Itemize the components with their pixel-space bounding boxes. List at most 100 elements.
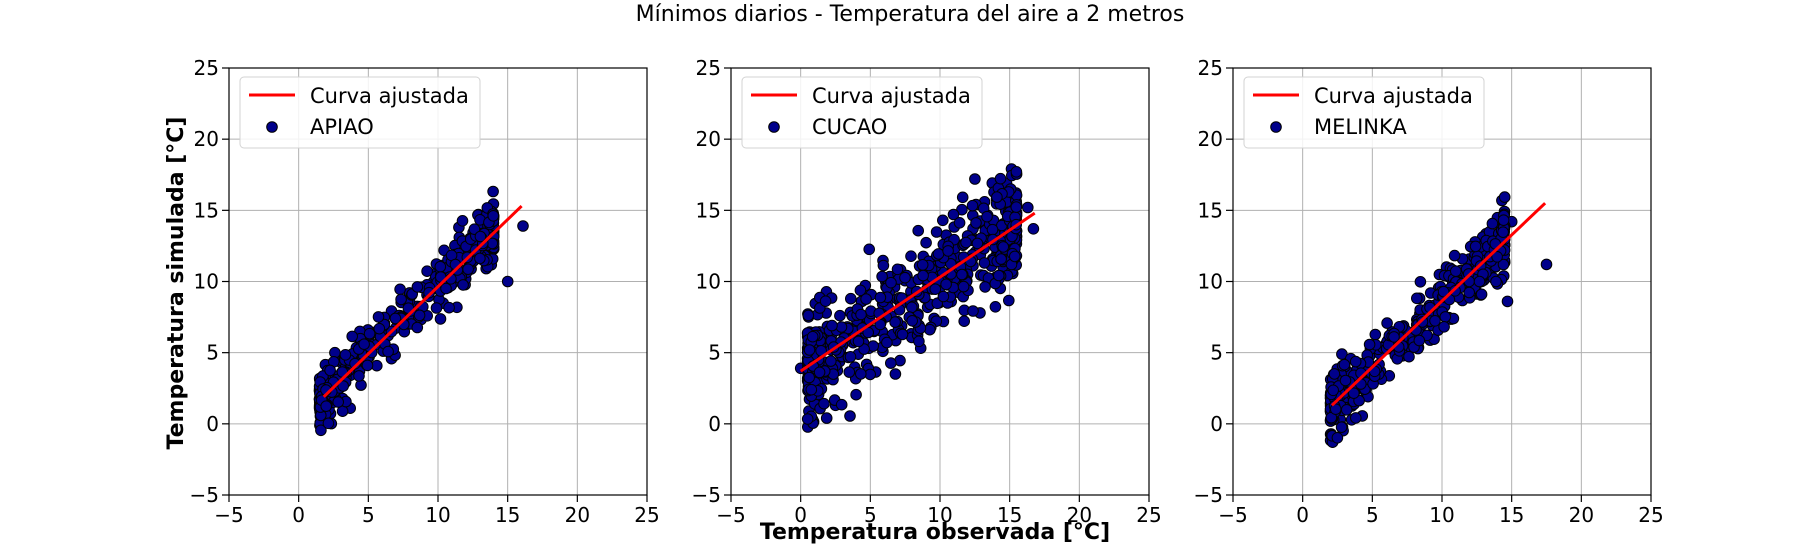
scatter-point (825, 355, 837, 367)
scatter-point (906, 315, 919, 327)
scatter-point (1331, 432, 1344, 444)
scatter-point (835, 321, 848, 333)
scatter-point (916, 259, 929, 271)
scatter-point (1381, 317, 1393, 329)
scatter-point (995, 253, 1007, 265)
scatter-point (803, 371, 816, 384)
scatter-point (1475, 288, 1488, 301)
legend-label-station: MELINKA (1314, 115, 1407, 139)
scatter-point (373, 322, 386, 335)
scatter-point (372, 311, 385, 323)
scatter-point (858, 343, 870, 355)
scatter-point (487, 210, 500, 222)
scatter-point (324, 364, 336, 377)
y-tick-label: 10 (1198, 270, 1223, 294)
scatter-point (929, 283, 942, 296)
scatter-point (1027, 223, 1040, 235)
scatter-point (1463, 286, 1475, 299)
x-tick-label: 0 (1296, 503, 1309, 527)
scatter-point (389, 312, 402, 325)
scatter-point (930, 226, 943, 238)
x-tick-label: 20 (565, 503, 590, 527)
scatter-point (322, 417, 335, 430)
scatter-point (1335, 421, 1348, 434)
scatter-point (993, 269, 1005, 282)
scatter-point (1010, 166, 1023, 178)
y-tick-label: 5 (206, 341, 219, 365)
legend-label-fit: Curva ajustada (310, 84, 469, 108)
scatter-point (896, 328, 909, 341)
scatter-point (1450, 265, 1462, 278)
scatter-point (966, 199, 979, 212)
scatter-point (1403, 350, 1415, 363)
scatter-point (462, 263, 474, 276)
scatter-point (876, 270, 888, 283)
scatter-point (434, 260, 447, 273)
x-tick-label: 0 (794, 503, 807, 527)
scatter-point (917, 269, 929, 282)
scatter-point (1010, 201, 1023, 213)
x-tick-label: 5 (864, 503, 877, 527)
y-tick-label: 0 (708, 412, 721, 436)
scatter-point (818, 397, 830, 410)
x-tick-label: 15 (997, 503, 1022, 527)
scatter-point (1022, 201, 1034, 214)
x-tick-label: 0 (292, 503, 305, 527)
y-tick-label: 5 (1210, 341, 1223, 365)
scatter-point (423, 286, 435, 299)
scatter-point (912, 224, 925, 237)
scatter-point (905, 250, 917, 263)
legend-label-fit: Curva ajustada (1314, 84, 1473, 108)
scatter-point (1411, 292, 1423, 305)
legend-label-station: APIAO (310, 115, 374, 139)
x-tick-label: 15 (495, 503, 520, 527)
scatter-point (1437, 285, 1450, 298)
scatter-point (874, 291, 887, 304)
scatter-point (855, 368, 867, 380)
scatter-point (363, 327, 376, 340)
x-tick-label: 25 (1136, 503, 1161, 527)
y-tick-label: 25 (696, 56, 721, 80)
scatter-point (1369, 328, 1382, 341)
scatter-point (981, 210, 993, 223)
legend-box (741, 76, 983, 149)
scatter-point (1438, 321, 1450, 333)
scatter-point (434, 313, 447, 325)
x-tick-label: 5 (362, 503, 375, 527)
x-tick-label: 10 (1429, 503, 1454, 527)
scatter-point (805, 383, 818, 396)
scatter-point (994, 172, 1007, 185)
y-tick-label: 0 (206, 412, 219, 436)
scatter-point (332, 396, 345, 408)
scatter-point (1473, 275, 1486, 288)
scatter-point (850, 388, 862, 401)
x-tick-label: −5 (214, 503, 243, 527)
scatter-point (413, 309, 426, 322)
scatter-point (411, 321, 424, 334)
scatter-point (953, 217, 966, 229)
scatter-point (852, 335, 865, 348)
scatter-point (1497, 226, 1509, 238)
scatter-point (1329, 403, 1342, 416)
scatter-point (1540, 258, 1553, 271)
legend-point-marker (266, 121, 278, 133)
scatter-point (1340, 404, 1353, 416)
scatter-point (474, 252, 486, 265)
scatter-point (346, 330, 359, 343)
scatter-point (1413, 334, 1426, 347)
panel-apiao: −5 0 5 10 15 20 25 −5 0 5 10 15 20 25 Curva ajustada AP… (190, 56, 660, 527)
scatter-point (913, 335, 925, 348)
legend: Curva ajustada APIAO (239, 76, 481, 149)
x-tick-label: 20 (1067, 503, 1092, 527)
scatter-point (826, 319, 838, 332)
scatter-point (361, 359, 374, 372)
y-tick-label: −5 (1194, 483, 1223, 507)
scatter-point (517, 220, 529, 232)
legend: Curva ajustada CUCAO (741, 76, 983, 149)
scatter-point (395, 293, 407, 306)
scatter-point (889, 368, 902, 380)
y-tick-label: 20 (1198, 127, 1223, 151)
scatter-point (906, 301, 918, 314)
scatter-point (1469, 240, 1482, 253)
scatter-point (353, 370, 365, 382)
